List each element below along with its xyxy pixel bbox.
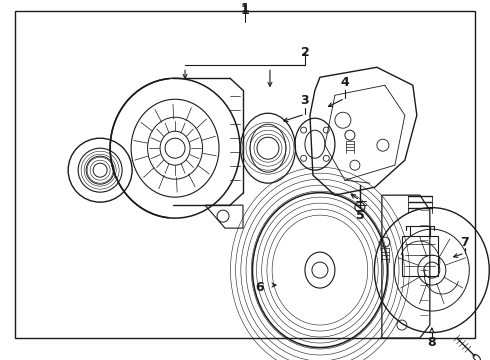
Text: 4: 4: [341, 76, 349, 89]
Text: 2: 2: [300, 46, 309, 59]
Text: 6: 6: [256, 280, 264, 293]
Text: 5: 5: [356, 209, 364, 222]
Text: 8: 8: [427, 336, 436, 348]
Text: 1: 1: [241, 4, 249, 17]
Bar: [402, 236, 438, 276]
Text: 1: 1: [241, 2, 249, 15]
Text: 3: 3: [301, 94, 309, 107]
Text: 7: 7: [461, 235, 469, 249]
